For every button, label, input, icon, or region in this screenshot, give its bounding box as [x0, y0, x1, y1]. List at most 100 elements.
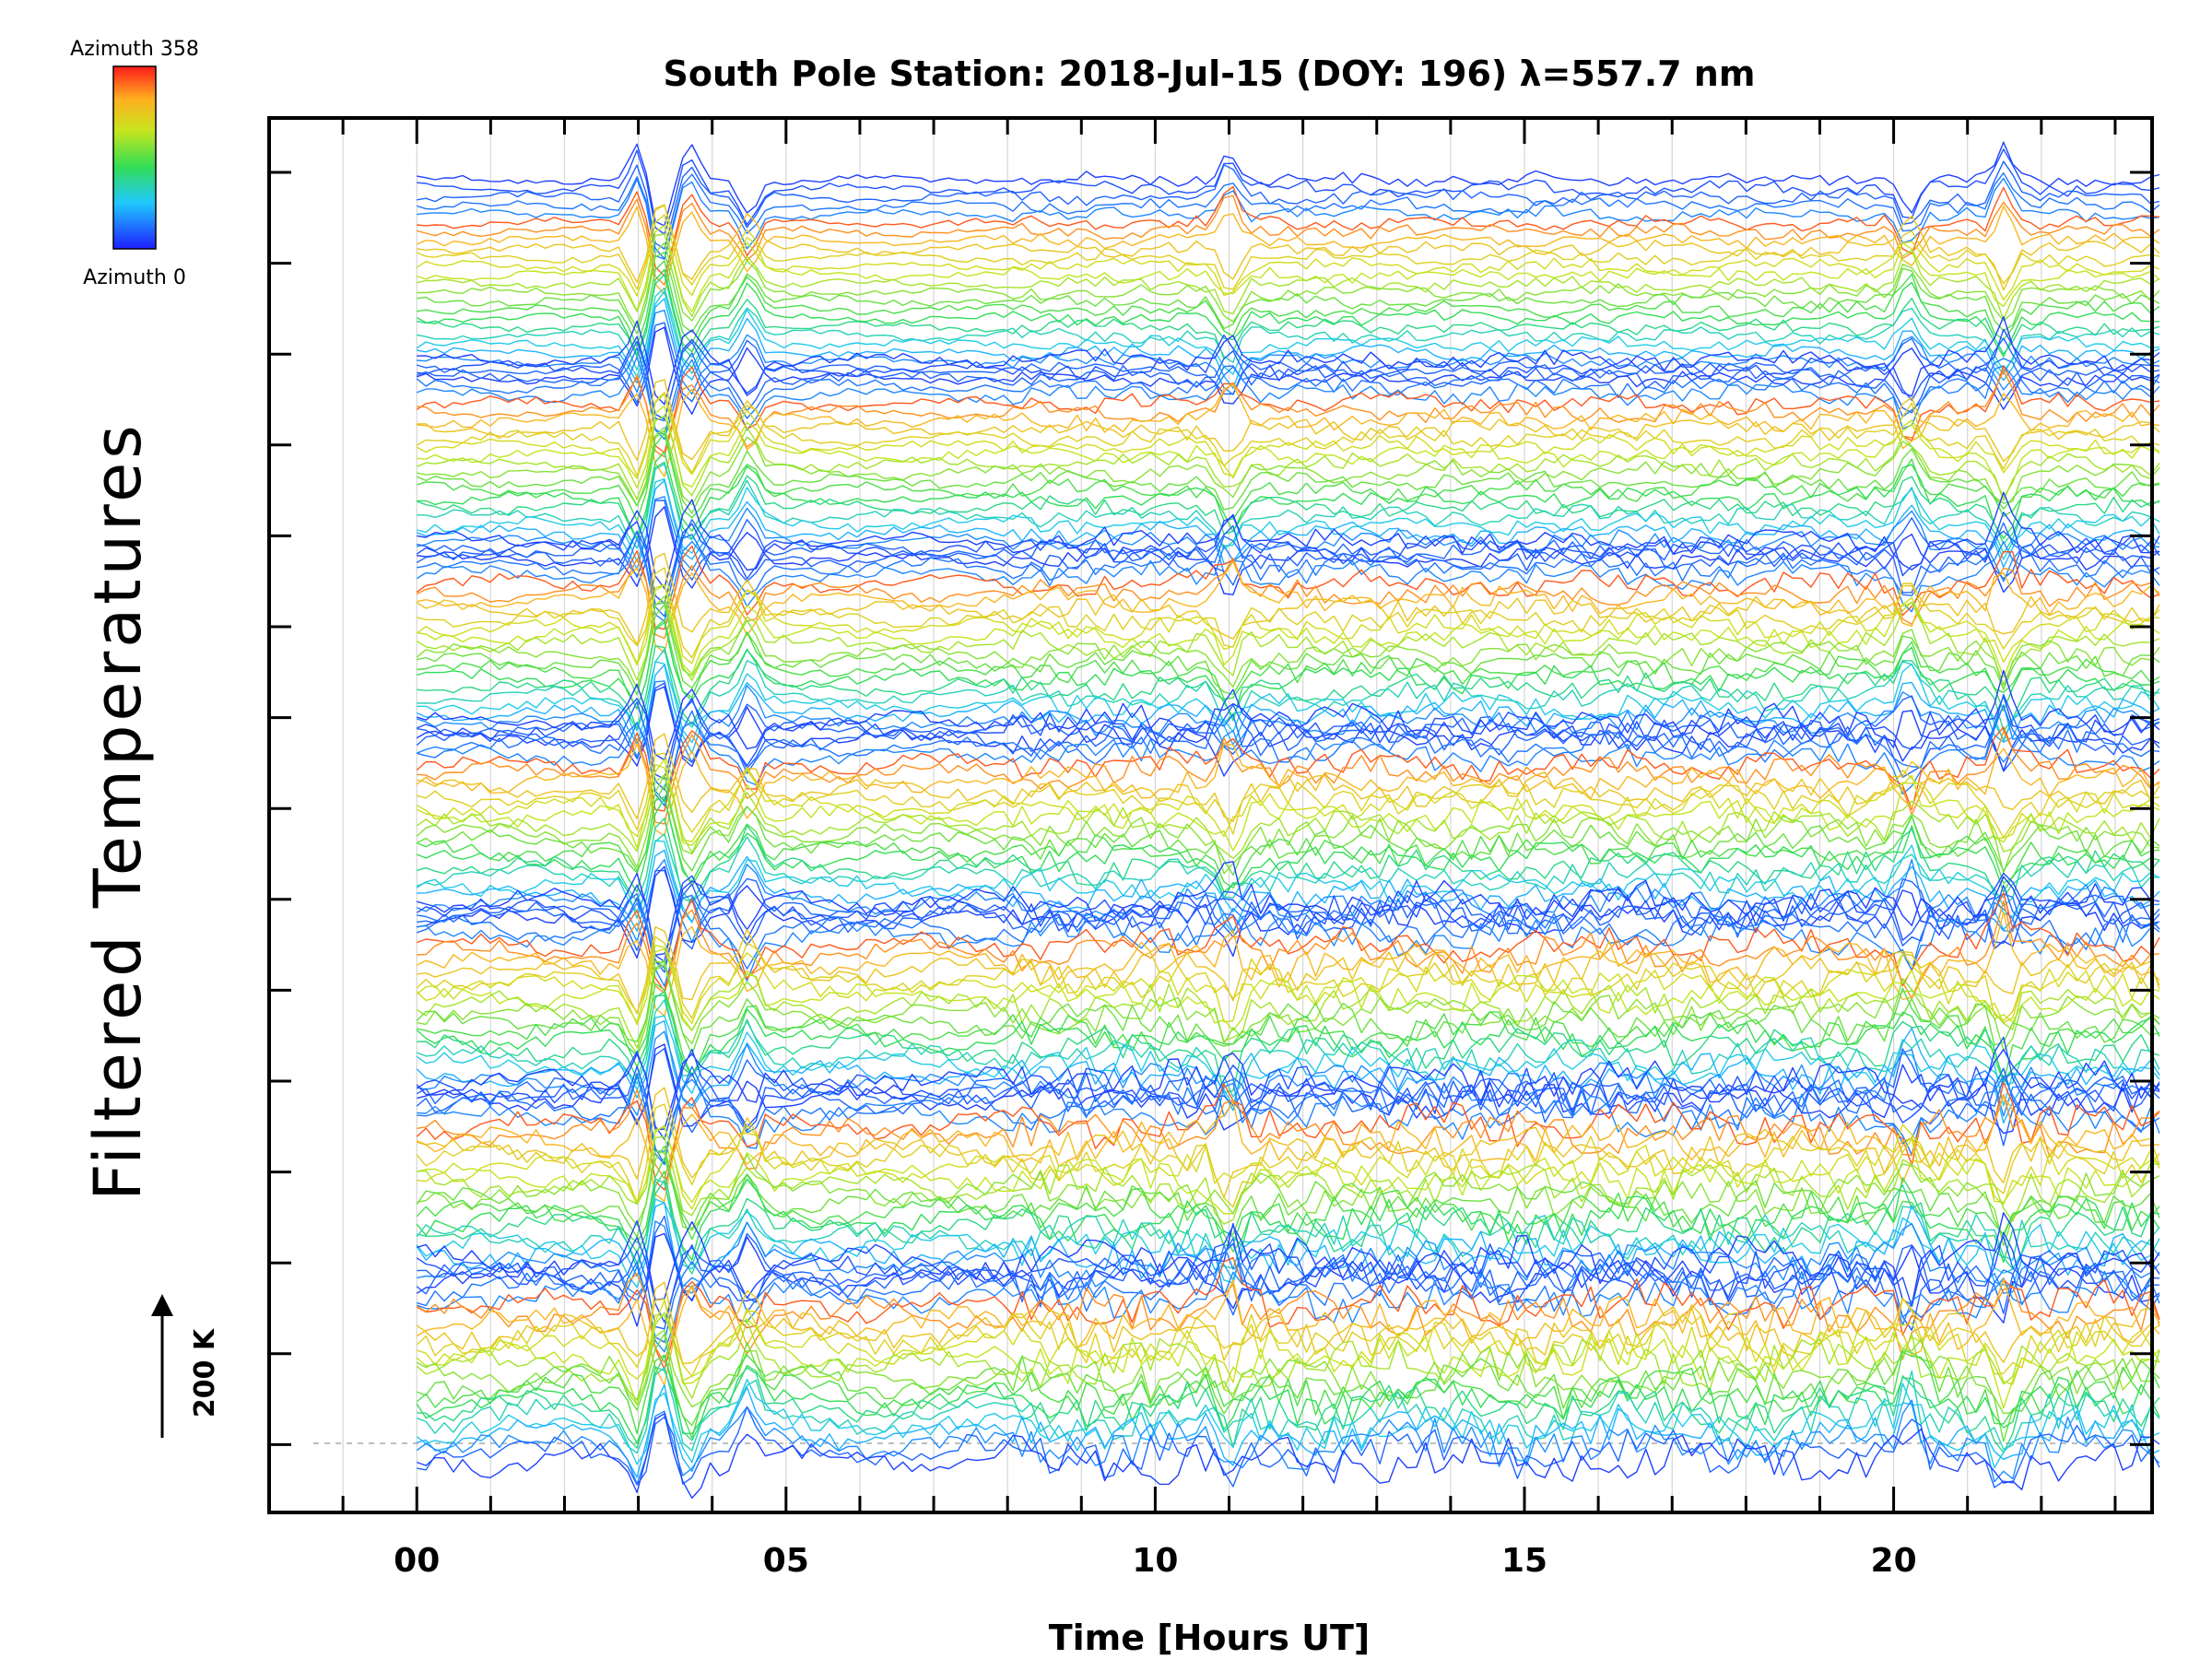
trace-g1-c10 — [416, 393, 2160, 479]
trace-g4-c13 — [417, 963, 2160, 1054]
trace-g0-c4 — [417, 177, 2160, 260]
trace-g1-c14 — [416, 429, 2160, 514]
trace-g6-c14 — [416, 1333, 2160, 1442]
trace-g3-c15 — [416, 795, 2160, 889]
trace-g6-c7 — [416, 1277, 2160, 1386]
trace-g0-c8 — [417, 204, 2160, 291]
trace-g3-c12 — [416, 774, 2160, 859]
x-tick-label-20: 20 — [1871, 1542, 1917, 1580]
trace-g2-c20 — [416, 664, 2160, 754]
plot-frame — [267, 116, 2154, 1514]
trace-g1-c9 — [416, 392, 2160, 477]
trace-g0-c23 — [416, 326, 2160, 415]
trace-g1-c7 — [417, 383, 2160, 477]
trace-g4-c20 — [416, 1019, 2160, 1124]
trace-g2-c23 — [416, 686, 2160, 777]
trace-g4-c15 — [417, 982, 2160, 1083]
trace-g1-c12 — [416, 415, 2160, 501]
colorbar-top-label: Azimuth 358 — [70, 38, 199, 61]
trace-g3-c5 — [416, 726, 2160, 812]
scale-bar: 200 K — [151, 1294, 221, 1438]
trace-g1-c5 — [416, 365, 2160, 453]
trace-g5-c11 — [417, 1126, 2160, 1215]
trace-g5-c10 — [417, 1124, 2160, 1210]
trace-g1-c6 — [417, 370, 2160, 458]
trace-g3-c7 — [416, 742, 2160, 837]
trace-g6-c13 — [416, 1329, 2160, 1415]
trace-g5-c13 — [417, 1145, 2160, 1247]
trace-g1-c1 — [417, 328, 2160, 420]
trace-g6-c22 — [417, 1406, 2160, 1488]
trace-g4-c5 — [416, 892, 2160, 992]
trace-g6-c18 — [416, 1366, 2160, 1454]
trace-g2-c17 — [417, 645, 2160, 732]
trace-g2-c5 — [416, 545, 2160, 630]
trace-g3-c18 — [416, 833, 2160, 919]
trace-g1-c2 — [416, 337, 2160, 422]
trace-g3-c6 — [417, 730, 2160, 825]
trace-g2-c2 — [416, 519, 2160, 606]
trace-g0-c6 — [417, 194, 2160, 286]
trace-g0-c13 — [417, 241, 2160, 329]
trace-g3-c1 — [416, 688, 2160, 780]
x-tick-labels: 00 05 10 15 20 — [394, 1542, 1916, 1580]
trace-g5-c0 — [416, 1049, 2160, 1131]
trace-g5-c4 — [417, 1072, 2160, 1152]
trace-g0-c17 — [417, 274, 2160, 360]
trace-g1-c11 — [417, 405, 2160, 499]
colorbar: Azimuth 358 Azimuth 0 — [70, 38, 199, 289]
trace-g4-c8 — [417, 926, 2160, 1015]
axis-ticks — [269, 118, 2152, 1512]
scale-bar-arrow-head — [151, 1294, 173, 1316]
trace-g0-c9 — [416, 205, 2160, 290]
y-axis-label: Filtered Temperatures — [80, 421, 156, 1200]
trace-g5-c18 — [416, 1178, 2160, 1269]
trace-g6-c19 — [416, 1378, 2160, 1469]
trace-g0-c20 — [417, 298, 2160, 389]
trace-g1-c13 — [417, 426, 2160, 507]
trace-g4-c19 — [416, 1015, 2160, 1107]
x-tick-label-15: 15 — [1501, 1542, 1547, 1580]
trace-g2-c6 — [416, 557, 2160, 640]
colorbar-gradient — [112, 65, 157, 250]
trace-g2-c9 — [417, 567, 2160, 659]
trace-g3-c13 — [416, 774, 2160, 875]
trace-g0-c14 — [417, 251, 2160, 335]
trace-g2-c18 — [417, 648, 2160, 742]
trace-g6-c16 — [416, 1354, 2160, 1444]
trace-g2-c11 — [417, 583, 2160, 678]
temperature-traces — [416, 141, 2160, 1500]
trace-g3-c19 — [416, 840, 2160, 923]
trace-g6-c2 — [416, 1236, 2160, 1331]
trace-g0-c3 — [416, 172, 2160, 260]
trace-g4-c17 — [417, 994, 2160, 1094]
trace-g3-c17 — [416, 818, 2160, 903]
trace-g5-c16 — [416, 1171, 2160, 1264]
trace-g6-c8 — [416, 1281, 2160, 1365]
trace-g1-c22 — [417, 500, 2160, 586]
trace-g5-c5 — [416, 1081, 2160, 1191]
trace-g5-c6 — [417, 1088, 2160, 1180]
trace-g1-c0 — [417, 316, 2160, 406]
trace-g4-c18 — [416, 999, 2160, 1098]
trace-g0-c22 — [417, 322, 2160, 404]
trace-g2-c10 — [416, 583, 2160, 665]
trace-g2-c7 — [417, 560, 2160, 653]
trace-g4-c16 — [416, 991, 2160, 1081]
trace-g2-c4 — [416, 537, 2160, 622]
trace-g0-c1 — [417, 148, 2160, 235]
x-tick-label-10: 10 — [1132, 1542, 1178, 1580]
trace-g1-c20 — [416, 479, 2160, 571]
colorbar-bottom-label: Azimuth 0 — [83, 266, 186, 289]
trace-g2-c16 — [417, 621, 2160, 718]
trace-g1-c4 — [416, 356, 2160, 441]
trace-g4-c0 — [417, 861, 2160, 956]
trace-g0-c7 — [416, 206, 2160, 296]
trace-g5-c8 — [416, 1087, 2160, 1199]
trace-g5-c7 — [416, 1095, 2160, 1203]
trace-g5-c19 — [416, 1198, 2160, 1288]
trace-g0-c15 — [417, 260, 2160, 347]
trace-g2-c14 — [417, 604, 2160, 696]
trace-g3-c8 — [417, 733, 2160, 822]
